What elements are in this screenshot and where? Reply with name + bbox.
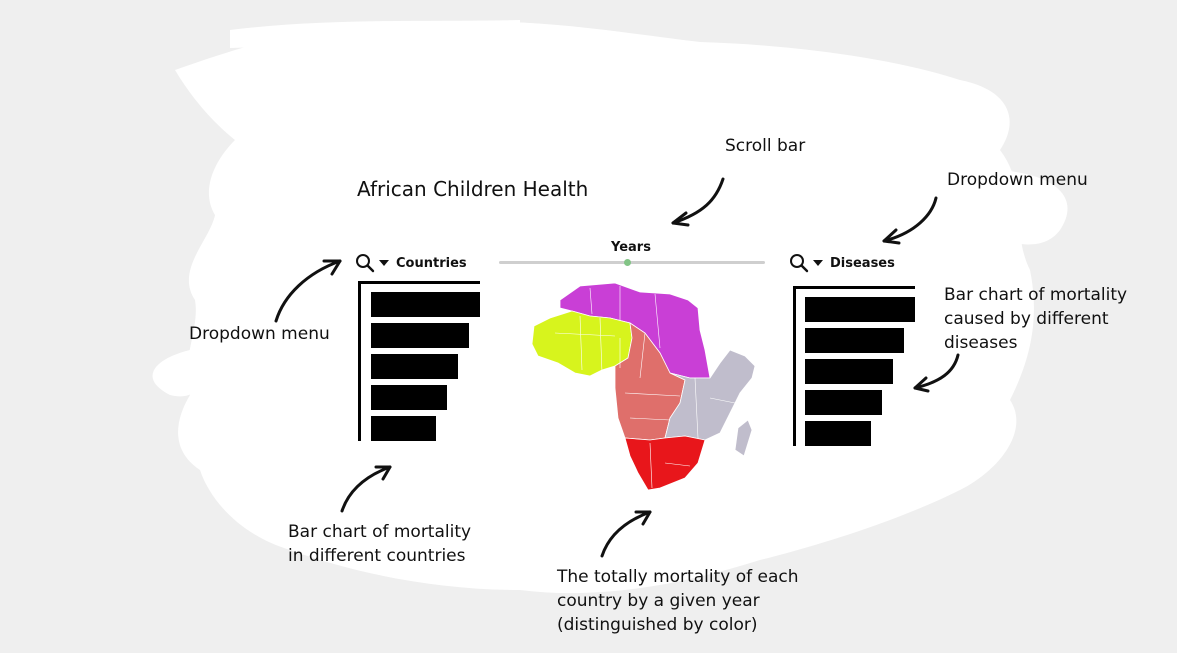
annotation-map: The totally mortality of each country by… <box>557 567 799 635</box>
years-slider-thumb[interactable] <box>623 259 631 266</box>
annotation-dropdown-left: Dropdown menu <box>189 324 330 344</box>
years-scroll-bar[interactable] <box>499 261 765 264</box>
country-bar-2[interactable] <box>371 323 469 348</box>
diseases-x-axis <box>793 286 915 289</box>
annotation-dropdown-right: Dropdown menu <box>947 170 1088 190</box>
arrow-icon <box>340 465 392 513</box>
map-region-west[interactable] <box>531 310 633 377</box>
disease-bar-5[interactable] <box>805 421 871 446</box>
diseases-dropdown[interactable]: Diseases <box>789 253 895 273</box>
country-bar-5[interactable] <box>371 416 436 441</box>
search-icon <box>356 254 375 273</box>
arrow-icon <box>274 259 342 323</box>
arrow-icon <box>671 177 725 227</box>
country-bar-3[interactable] <box>371 354 458 379</box>
country-borders <box>554 286 736 489</box>
countries-label: Countries <box>396 255 467 271</box>
caret-down-icon <box>379 260 389 266</box>
annotation-country-chart: Bar chart of mortality in different coun… <box>288 522 472 566</box>
africa-choropleth-map[interactable] <box>520 278 770 493</box>
disease-bar-2[interactable] <box>805 328 904 353</box>
countries-x-axis <box>358 281 480 284</box>
diseases-y-axis <box>793 286 796 446</box>
arrow-icon <box>882 196 938 245</box>
arrow-icon <box>600 510 652 558</box>
country-bar-4[interactable] <box>371 385 447 410</box>
search-icon <box>790 254 809 273</box>
countries-y-axis <box>358 281 361 441</box>
disease-bar-4[interactable] <box>805 390 882 415</box>
diseases-label: Diseases <box>830 255 895 271</box>
countries-dropdown[interactable]: Countries <box>355 253 467 273</box>
arrow-icon <box>913 353 960 393</box>
caret-down-icon <box>813 260 823 266</box>
annotation-scroll-bar: Scroll bar <box>725 136 806 156</box>
annotation-disease-chart: Bar chart of mortality caused by differe… <box>944 285 1128 353</box>
disease-bar-3[interactable] <box>805 359 893 384</box>
country-bar-1[interactable] <box>371 292 480 317</box>
page-title: African Children Health <box>357 177 589 201</box>
disease-bar-1[interactable] <box>805 297 915 322</box>
years-label: Years <box>611 240 651 255</box>
